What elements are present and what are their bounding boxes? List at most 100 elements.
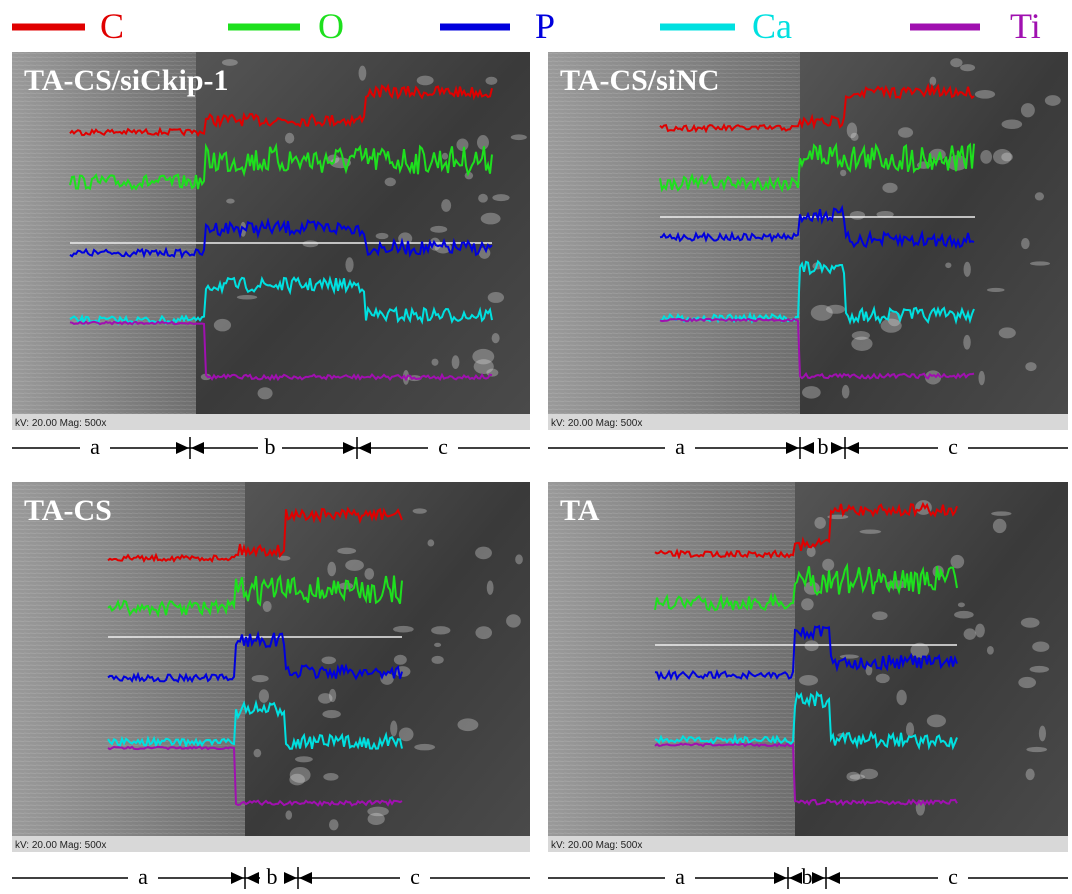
sem-speck bbox=[957, 602, 965, 608]
region-label: c bbox=[410, 864, 420, 889]
sem-speck bbox=[986, 645, 994, 655]
sem-speck bbox=[475, 546, 492, 560]
sem-speck bbox=[950, 554, 965, 569]
sem-speck bbox=[258, 689, 269, 703]
line-scan bbox=[659, 142, 975, 193]
sem-speck bbox=[431, 626, 451, 635]
sem-speck bbox=[802, 386, 821, 399]
sem-speck bbox=[814, 517, 826, 529]
arrow bbox=[774, 872, 787, 884]
sem-right bbox=[245, 482, 530, 836]
panel-title: TA bbox=[560, 494, 600, 527]
legend-label: P bbox=[535, 6, 555, 46]
sem-speck bbox=[213, 318, 232, 332]
info: kV: 20.00 Mag: 500x bbox=[551, 840, 642, 851]
sem-speck bbox=[992, 518, 1007, 534]
sem-speck bbox=[476, 135, 489, 150]
sem-speck bbox=[414, 743, 436, 751]
sem-speck bbox=[327, 561, 337, 577]
sem-speck bbox=[295, 756, 313, 763]
sem-speck bbox=[841, 384, 850, 399]
arrow bbox=[246, 872, 259, 884]
sem-speck bbox=[456, 138, 469, 152]
sem-speck bbox=[412, 508, 427, 514]
sem-speck bbox=[980, 150, 993, 164]
sem-speck bbox=[398, 727, 414, 742]
sem-speck bbox=[810, 304, 833, 321]
arrow bbox=[786, 442, 799, 454]
sem-speck bbox=[478, 247, 491, 259]
legend-label: O bbox=[318, 6, 344, 46]
arrow bbox=[831, 442, 844, 454]
sem-speck bbox=[240, 221, 247, 237]
sem-speck bbox=[277, 555, 291, 561]
info-strip bbox=[12, 414, 530, 430]
sem-speck bbox=[367, 806, 389, 817]
sem-speck bbox=[801, 598, 814, 611]
info-strip bbox=[12, 836, 530, 852]
sem-speck bbox=[897, 127, 914, 138]
sem-speck bbox=[328, 688, 337, 703]
sem-speck bbox=[1044, 95, 1061, 106]
sem-speck bbox=[451, 355, 460, 370]
sem-speck bbox=[441, 152, 449, 160]
sem-speck bbox=[978, 370, 985, 386]
sem-speck bbox=[975, 623, 985, 638]
sem-speck bbox=[882, 182, 898, 193]
sem-speck bbox=[963, 334, 971, 350]
line-scan bbox=[69, 320, 493, 382]
sem-speck bbox=[1025, 768, 1035, 781]
sem-speck bbox=[441, 199, 452, 212]
sem-speck bbox=[473, 359, 494, 375]
info-strip bbox=[548, 414, 1068, 430]
sem-speck bbox=[390, 720, 398, 737]
sem-speck bbox=[998, 327, 1016, 339]
line-scan bbox=[107, 630, 403, 684]
striation bbox=[548, 52, 800, 414]
sem-speck bbox=[427, 539, 435, 547]
sem-speck bbox=[825, 304, 846, 314]
sem-speck bbox=[434, 642, 442, 648]
arrow bbox=[812, 872, 825, 884]
sem-speck bbox=[1001, 119, 1023, 129]
region-label: c bbox=[948, 864, 958, 889]
line-scan bbox=[69, 275, 493, 327]
arrow bbox=[299, 872, 312, 884]
sem-speck bbox=[323, 772, 339, 781]
sem-speck bbox=[905, 722, 915, 737]
line-scan bbox=[107, 699, 403, 750]
sem-speck bbox=[1001, 152, 1013, 162]
sem-speck bbox=[992, 148, 1012, 165]
sem-speck bbox=[200, 373, 212, 381]
arrow bbox=[343, 442, 356, 454]
sem-speck bbox=[896, 689, 907, 706]
sem-speck bbox=[945, 262, 952, 269]
sem-speck bbox=[345, 559, 364, 571]
region-label: b bbox=[267, 864, 278, 889]
sem-speck bbox=[950, 58, 963, 68]
info: kV: 20.00 Mag: 500x bbox=[15, 418, 106, 429]
sem-speck bbox=[253, 748, 262, 758]
sem-speck bbox=[318, 693, 333, 704]
arrow bbox=[846, 442, 859, 454]
panel-title: TA-CS/siNC bbox=[560, 64, 719, 97]
line-scan bbox=[654, 690, 958, 751]
sem-speck bbox=[358, 65, 367, 81]
region-label: b bbox=[802, 864, 813, 889]
region-label: a bbox=[138, 864, 148, 889]
sem-speck bbox=[486, 580, 494, 595]
sem-speck bbox=[1020, 617, 1040, 628]
sem-speck bbox=[986, 287, 1005, 292]
sem-speck bbox=[840, 169, 847, 177]
sem-speck bbox=[289, 773, 305, 786]
line-scan bbox=[107, 745, 403, 807]
sem-speck bbox=[284, 132, 295, 144]
region-label: b bbox=[265, 434, 276, 459]
sem-speck bbox=[221, 59, 238, 66]
sem-speck bbox=[321, 656, 336, 665]
sem-speck bbox=[872, 611, 888, 621]
sem-speck bbox=[850, 132, 859, 141]
sem-speck bbox=[480, 212, 501, 225]
legend-label: C bbox=[100, 6, 124, 46]
